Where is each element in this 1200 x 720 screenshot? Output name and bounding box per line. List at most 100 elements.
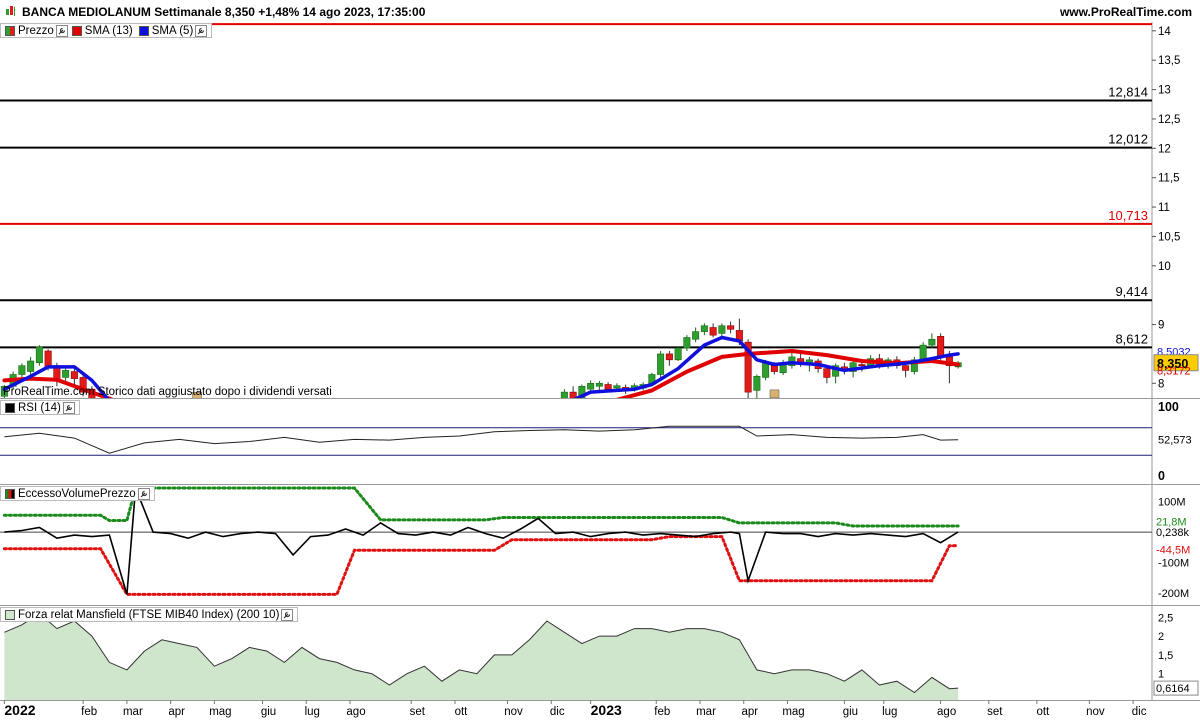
level-label: 8,612 — [1115, 331, 1148, 346]
price-y-tick-label: 10 — [1158, 261, 1171, 273]
candle-body — [657, 353, 665, 375]
sma5-legend-label: SMA (5) — [151, 24, 194, 37]
level-label: 12,012 — [1108, 132, 1148, 147]
price-y-tick-label: 11 — [1158, 202, 1170, 214]
sma5-line — [573, 335, 960, 398]
volume-upper-band — [2, 486, 960, 528]
candle-body — [700, 325, 708, 332]
wrench-icon[interactable] — [55, 24, 68, 37]
volume-legend[interactable]: EccessoVolumePrezzo — [0, 486, 155, 501]
x-tick-label: 2023 — [591, 702, 622, 718]
source-url[interactable]: www.ProRealTime.com — [1059, 5, 1192, 19]
x-tick-label: ott — [455, 706, 469, 718]
wrench-icon[interactable] — [62, 401, 75, 414]
x-tick-label: ago — [346, 706, 365, 718]
candle-body — [902, 365, 910, 371]
candle-body — [919, 344, 927, 361]
candle-body — [569, 391, 577, 398]
candle-body — [578, 385, 586, 398]
candle-body — [552, 413, 558, 425]
candle-body — [928, 338, 936, 346]
candle-body — [44, 350, 52, 368]
candle-body — [709, 327, 717, 336]
chart-canvas: 1413,51312,51211,51110,5109814,11312,814… — [0, 22, 1200, 718]
volume-swatch — [5, 488, 15, 499]
x-tick-label: mar — [123, 706, 143, 718]
candle-body — [27, 360, 35, 372]
candle-body — [674, 347, 682, 361]
candle-body — [587, 383, 595, 390]
title-bar: BANCA MEDIOLANUM Settimanale 8,350 +1,48… — [0, 0, 1200, 22]
x-tick-label: mag — [782, 706, 804, 718]
x-tick-label: nov — [504, 706, 523, 718]
mansfield-group — [4, 612, 959, 700]
x-tick-label: set — [987, 706, 1003, 718]
mansfield-y-tick-label: 2,5 — [1158, 612, 1173, 624]
x-tick-label: 2022 — [4, 702, 35, 718]
volume-excess-line — [4, 487, 959, 595]
rsi-line — [4, 425, 959, 454]
candle-body — [770, 365, 778, 372]
price-y-tick-label: 8 — [1158, 378, 1164, 390]
mansfield-y-tick-label: 1 — [1158, 669, 1164, 681]
x-tick-label: lug — [305, 706, 320, 718]
candle-body — [18, 365, 26, 375]
candle-body — [753, 375, 761, 391]
wrench-icon[interactable] — [195, 24, 208, 37]
rsi-legend[interactable]: RSI (14) — [0, 400, 80, 415]
mansfield-line — [4, 612, 959, 694]
volume-legend-label: EccessoVolumePrezzo — [18, 487, 136, 500]
sma5-swatch — [138, 25, 149, 36]
sma13-swatch — [71, 25, 82, 36]
x-tick-label: dic — [1132, 706, 1147, 718]
wrench-icon[interactable] — [137, 487, 150, 500]
level-label: 9,414 — [1115, 284, 1148, 299]
candle-body — [683, 337, 691, 349]
x-tick-label: apr — [741, 706, 758, 718]
data-note: ProRealTime.com Storico dati aggiustato … — [3, 386, 332, 398]
price-y-tick-label: 10,5 — [1158, 231, 1180, 243]
price-legend-label: Prezzo — [18, 24, 54, 37]
chart-title: BANCA MEDIOLANUM Settimanale 8,350 +1,48… — [22, 5, 426, 19]
x-tick-label: giu — [261, 706, 276, 718]
sma13-legend-label: SMA (13) — [84, 24, 133, 37]
volume-lower-band — [2, 535, 960, 596]
price-y-tick-label: 14 — [1158, 26, 1171, 38]
candle-body — [718, 325, 726, 334]
volume-current-label: -44,5M — [1156, 545, 1190, 557]
x-tick-label: set — [410, 706, 426, 718]
x-tick-label: ago — [937, 706, 956, 718]
candle-body — [0, 385, 8, 397]
mansfield-y-tick-label: 2 — [1158, 631, 1164, 643]
level-label: 12,814 — [1108, 84, 1148, 99]
rsi-last-label: 52,573 — [1158, 435, 1192, 447]
rsi-legend-label: RSI (14) — [18, 401, 61, 414]
wrench-icon[interactable] — [281, 608, 294, 621]
x-tick-label: feb — [654, 706, 670, 718]
price-legend[interactable]: Prezzo SMA (13) SMA (5) — [0, 23, 213, 38]
level-label: 10,713 — [1108, 208, 1148, 223]
candle-body — [79, 377, 87, 393]
mansfield-legend[interactable]: Forza relat Mansfield (FTSE MIB40 Index)… — [0, 607, 299, 622]
mansfield-last-box — [1153, 680, 1199, 696]
x-tick-label: mag — [209, 706, 231, 718]
current-value-label: 8,3172 — [1157, 366, 1191, 378]
candle-body — [560, 391, 568, 398]
x-tick-label: apr — [168, 706, 185, 718]
mansfield-legend-label: Forza relat Mansfield (FTSE MIB40 Index)… — [18, 608, 280, 621]
rsi-y-tick-label: 100 — [1158, 400, 1179, 414]
candle-body — [744, 341, 752, 393]
volume-group — [0, 486, 1152, 596]
candle-body — [779, 364, 787, 374]
volume-y-tick-label: 100M — [1158, 497, 1186, 509]
volume-current-label: 0,238k — [1156, 527, 1190, 539]
mansfield-y-tick-label: 1,5 — [1158, 650, 1173, 662]
x-tick-label: nov — [1086, 706, 1105, 718]
x-tick-label: mar — [696, 706, 716, 718]
candle-body — [823, 368, 831, 378]
rsi-swatch — [5, 402, 15, 413]
candles-group — [0, 318, 962, 425]
candle-body — [613, 385, 621, 389]
chart-icon — [6, 6, 15, 16]
sma5-line — [2, 365, 110, 398]
